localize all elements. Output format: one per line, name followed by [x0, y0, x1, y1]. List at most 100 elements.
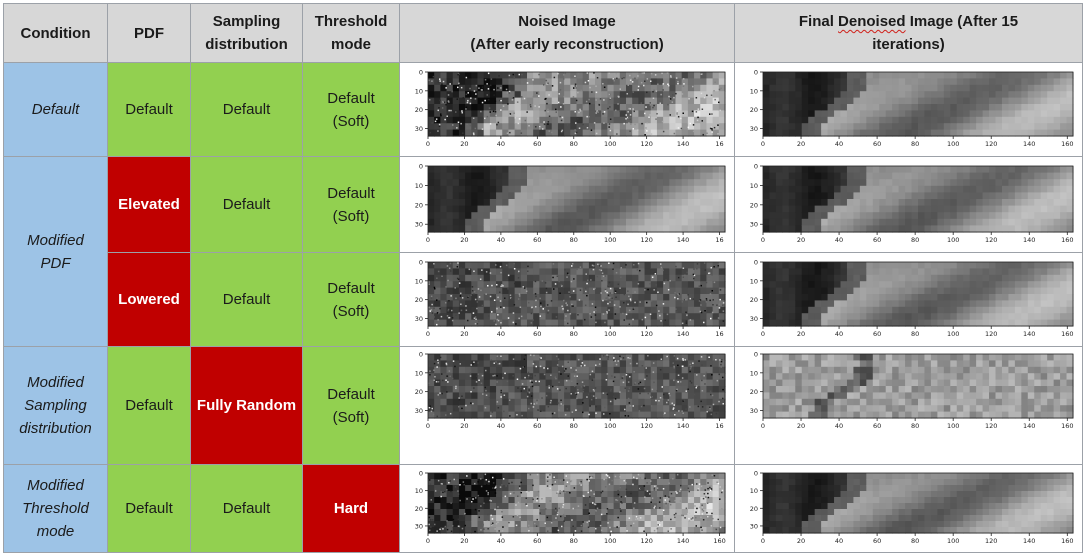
noise-speck	[689, 367, 692, 370]
image-pixel-block	[976, 122, 984, 130]
image-pixel-block	[846, 319, 855, 327]
image-pixel-block	[924, 224, 932, 233]
noise-speck	[508, 91, 511, 94]
noise-speck	[557, 101, 560, 103]
image-pixel-block	[650, 211, 658, 219]
image-pixel-block	[496, 405, 503, 413]
image-pixel-block	[821, 103, 829, 111]
noise-speck	[539, 297, 541, 299]
image-pixel-block	[821, 165, 829, 173]
image-pixel-block	[763, 84, 771, 92]
image-pixel-block	[638, 129, 646, 137]
image-pixel-block	[943, 312, 951, 320]
noise-speck	[447, 99, 450, 102]
image-pixel-block	[477, 218, 485, 226]
noise-speck	[693, 393, 696, 396]
image-pixel-block	[545, 411, 553, 419]
image-pixel-block	[769, 306, 777, 314]
image-pixel-block	[527, 267, 534, 275]
image-pixel-block	[638, 71, 646, 79]
image-pixel-block	[808, 84, 816, 92]
image-pixel-block	[1034, 205, 1042, 213]
image-pixel-block	[613, 178, 621, 186]
image-pixel-block	[452, 211, 460, 219]
noise-speck	[469, 102, 472, 104]
x-tick-label: 120	[640, 236, 652, 244]
image-pixel-block	[937, 287, 945, 295]
noise-speck	[677, 381, 679, 383]
noise-speck	[561, 129, 564, 131]
noise-speck	[458, 311, 460, 314]
x-tick-label: 140	[677, 422, 689, 430]
noise-speck	[600, 264, 602, 267]
image-pixel-block	[801, 178, 809, 186]
noise-speck	[441, 275, 443, 277]
noise-speck	[592, 389, 595, 391]
image-pixel-block	[527, 293, 534, 301]
image-pixel-block	[632, 287, 639, 295]
image-pixel-block	[956, 165, 964, 173]
image-pixel-block	[465, 122, 472, 130]
image-pixel-block	[440, 280, 448, 288]
noise-speck	[542, 127, 544, 130]
noise-speck	[657, 83, 659, 85]
image-pixel-block	[551, 379, 559, 387]
noise-speck	[604, 289, 607, 292]
y-tick-label: 0	[419, 258, 423, 266]
image-pixel-block	[879, 280, 887, 288]
image-pixel-block	[607, 267, 615, 275]
image-pixel-block	[834, 299, 842, 307]
image-pixel-block	[976, 97, 984, 105]
image-pixel-block	[976, 109, 984, 117]
image-pixel-block	[514, 122, 522, 130]
image-pixel-block	[989, 90, 997, 98]
image-pixel-block	[982, 77, 990, 85]
image-pixel-block	[700, 90, 708, 98]
image-pixel-block	[989, 122, 997, 130]
header-pdf: PDF	[107, 3, 191, 63]
noise-speck	[697, 116, 699, 118]
image-pixel-block	[1060, 165, 1068, 173]
image-pixel-block	[601, 360, 609, 368]
image-pixel-block	[963, 109, 971, 117]
image-pixel-block	[918, 280, 926, 288]
image-pixel-block	[607, 84, 615, 92]
image-pixel-block	[718, 267, 726, 275]
noise-speck	[542, 307, 544, 310]
noise-speck	[465, 107, 467, 110]
image-pixel-block	[446, 293, 454, 301]
image-pixel-block	[613, 405, 621, 413]
image-pixel-block	[446, 129, 454, 137]
image-pixel-block	[1060, 293, 1068, 301]
image-pixel-block	[989, 218, 997, 226]
noise-speck	[577, 389, 579, 391]
noise-speck	[630, 299, 632, 301]
image-pixel-block	[632, 405, 639, 413]
image-pixel-block	[582, 280, 590, 288]
image-pixel-block	[866, 198, 874, 206]
image-pixel-block	[570, 71, 578, 79]
noise-speck	[721, 358, 723, 361]
image-pixel-block	[557, 411, 565, 419]
image-pixel-block	[706, 224, 714, 233]
image-pixel-block	[539, 97, 547, 105]
image-pixel-block	[898, 71, 906, 79]
image-pixel-block	[502, 261, 510, 269]
image-pixel-block	[576, 205, 584, 213]
noise-speck	[606, 393, 609, 396]
noise-speck	[474, 322, 477, 324]
image-pixel-block	[520, 122, 528, 130]
image-pixel-block	[687, 205, 695, 213]
noise-speck	[494, 110, 497, 112]
image-pixel-block	[465, 165, 472, 173]
image-pixel-block	[681, 379, 689, 387]
image-pixel-block	[514, 172, 522, 180]
image-pixel-block	[866, 191, 874, 200]
image-pixel-block	[483, 77, 491, 85]
image-pixel-block	[619, 191, 627, 200]
image-pixel-block	[656, 261, 664, 269]
image-pixel-block	[428, 77, 435, 85]
noise-speck	[660, 262, 662, 265]
image-pixel-block	[663, 379, 670, 387]
image-pixel-block	[1001, 224, 1010, 233]
